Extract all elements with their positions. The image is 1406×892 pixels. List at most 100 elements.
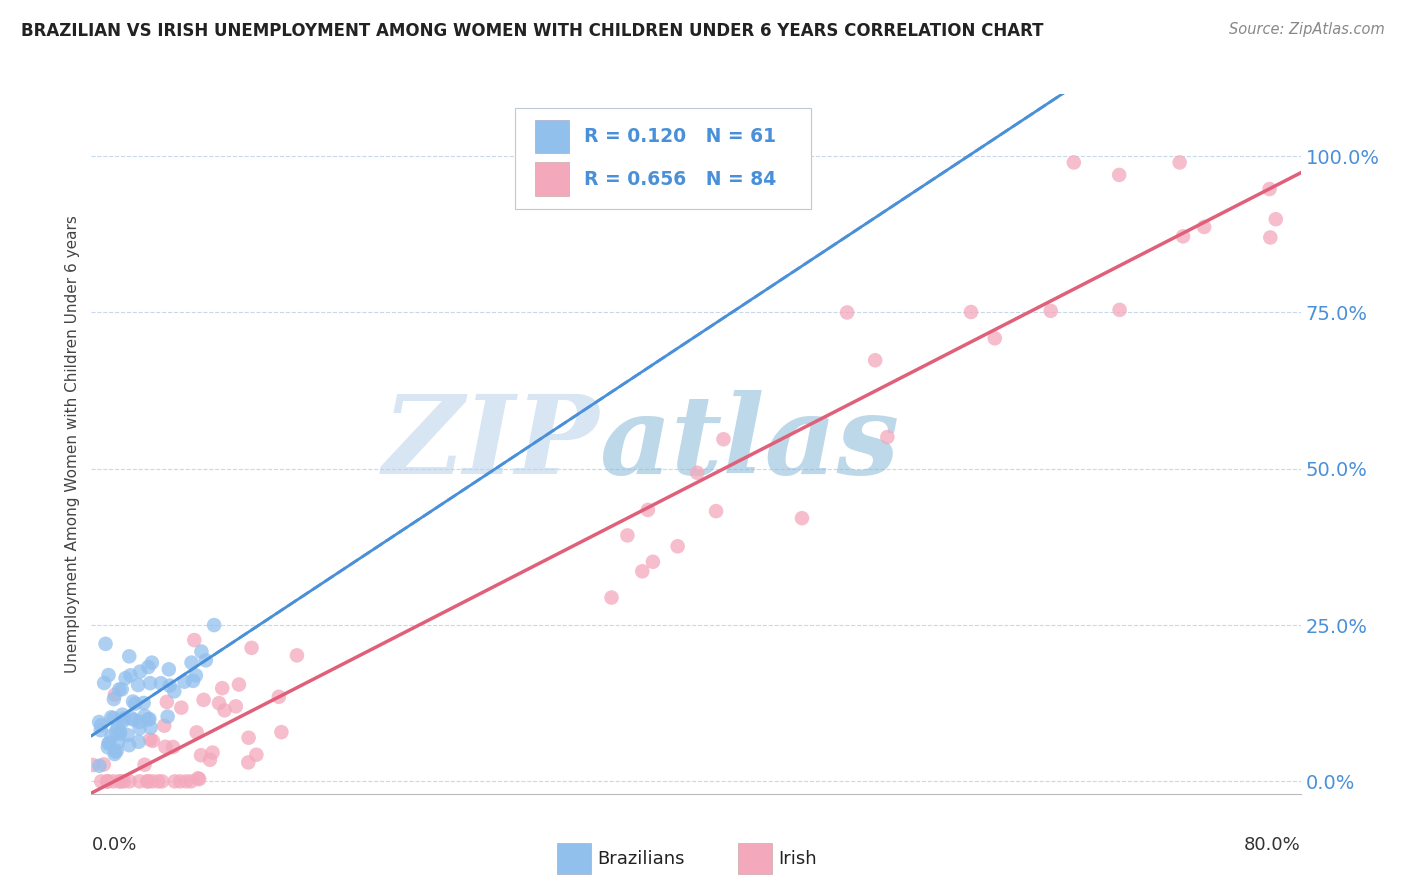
Point [104,688,127,702]
Point [148,774,170,789]
Point [214,703,236,717]
Point [90,718,112,732]
Point [141,774,163,789]
Point [107,735,129,749]
Point [156,695,179,709]
Point [285,648,308,663]
Point [157,662,180,676]
Point [128,774,150,789]
Point [114,671,136,685]
Text: Source: ZipAtlas.com: Source: ZipAtlas.com [1229,22,1385,37]
Point [1168,155,1191,169]
Point [163,774,186,789]
Point [208,696,231,710]
FancyBboxPatch shape [738,843,772,874]
Point [103,747,125,761]
Point [245,747,267,762]
Point [94,637,117,651]
Point [238,731,260,745]
Point [129,665,152,679]
Point [637,503,659,517]
Point [97,774,120,789]
Point [240,640,263,655]
Point [187,771,209,785]
Point [122,694,145,708]
Point [97,737,120,751]
Point [103,711,125,725]
Point [790,511,813,525]
Point [138,712,160,726]
Point [1108,168,1130,182]
Point [112,774,135,789]
Point [118,649,141,664]
Y-axis label: Unemployment Among Women with Children Under 6 years: Unemployment Among Women with Children U… [65,215,80,673]
Point [190,748,212,763]
Point [267,690,290,704]
Point [97,668,120,682]
Point [93,757,115,772]
Text: Irish: Irish [778,850,817,868]
Point [108,727,131,741]
Point [616,528,638,542]
Point [1192,219,1215,234]
Point [1260,230,1282,244]
FancyBboxPatch shape [536,120,569,153]
Point [186,725,208,739]
Point [270,725,292,739]
Text: BRAZILIAN VS IRISH UNEMPLOYMENT AMONG WOMEN WITH CHILDREN UNDER 6 YEARS CORRELAT: BRAZILIAN VS IRISH UNEMPLOYMENT AMONG WO… [21,22,1043,40]
Point [631,564,654,578]
Point [97,740,120,755]
Point [98,735,121,749]
Text: Brazilians: Brazilians [596,850,685,868]
Point [90,774,112,789]
Point [184,668,207,682]
Point [104,724,127,739]
Point [180,656,202,670]
FancyBboxPatch shape [536,162,569,196]
Point [984,331,1007,345]
Point [136,774,159,789]
Point [202,618,225,632]
Point [225,699,247,714]
Point [105,744,128,758]
Point [155,739,177,754]
Point [134,757,156,772]
Point [228,677,250,691]
Point [139,721,162,735]
Point [149,676,172,690]
Point [174,774,197,789]
Point [180,774,202,789]
Point [107,721,129,735]
Point [188,772,211,786]
Point [156,709,179,723]
Point [169,774,191,789]
Point [863,353,886,368]
Point [150,774,173,789]
Point [121,711,143,725]
Point [112,711,135,725]
Point [960,305,983,319]
Point [128,722,150,736]
Point [190,644,212,658]
Point [1171,229,1194,244]
Point [89,758,111,772]
Point [704,504,727,518]
Point [162,739,184,754]
Point [104,745,127,759]
Point [132,696,155,710]
Point [118,738,141,752]
Point [139,732,162,747]
Point [183,633,205,648]
Point [87,714,110,729]
Point [111,714,134,729]
Point [713,432,735,446]
Point [127,678,149,692]
Point [193,693,215,707]
Point [110,774,132,789]
Point [142,734,165,748]
Text: 80.0%: 80.0% [1244,836,1301,854]
Point [835,305,858,319]
Point [108,774,131,789]
Point [136,774,159,789]
Text: R = 0.120   N = 61: R = 0.120 N = 61 [583,127,776,146]
